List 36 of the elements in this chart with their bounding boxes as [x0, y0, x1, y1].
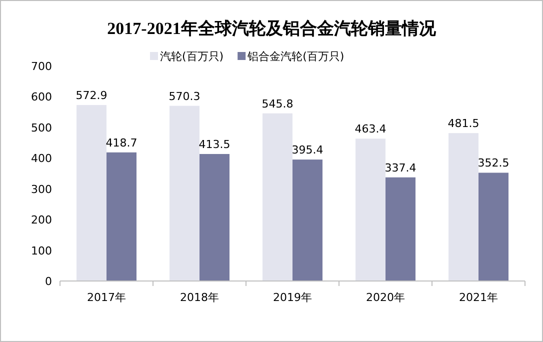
y-tick-label: 700: [31, 60, 52, 73]
data-label: 481.5: [448, 117, 480, 130]
bar: [356, 138, 386, 281]
y-tick-label: 200: [31, 214, 52, 227]
y-tick-label: 0: [45, 275, 52, 288]
data-label: 413.5: [198, 138, 230, 151]
data-label: 545.8: [262, 97, 294, 110]
bar: [200, 154, 230, 281]
y-tick-label: 400: [31, 152, 52, 166]
y-tick-label: 600: [31, 90, 52, 104]
bar: [478, 172, 508, 281]
data-label: 418.7: [106, 136, 138, 150]
x-tick-label: 2018年: [180, 291, 219, 304]
bar: [386, 177, 416, 281]
legend-label: 铝合金汽轮(百万只): [246, 50, 344, 63]
bar: [76, 105, 106, 281]
x-tick-label: 2020年: [366, 291, 405, 304]
data-label: 570.3: [168, 90, 200, 103]
y-tick-label: 100: [31, 244, 52, 258]
y-tick-label: 300: [31, 182, 52, 196]
x-tick-label: 2017年: [87, 291, 126, 304]
bar: [292, 160, 322, 281]
chart-title: 2017-2021年全球汽轮及铝合金汽轮销量情况: [107, 19, 437, 38]
bar: [262, 113, 292, 281]
legend-label: 汽轮(百万只): [160, 50, 224, 63]
data-label: 352.5: [478, 156, 510, 170]
data-label: 572.9: [76, 89, 108, 102]
x-tick-label: 2021年: [459, 291, 498, 304]
bar: [170, 106, 200, 281]
y-tick-label: 500: [31, 121, 52, 134]
x-tick-label: 2019年: [273, 291, 312, 304]
data-label: 337.4: [384, 161, 416, 174]
data-label: 395.4: [292, 144, 324, 157]
bar: [106, 152, 136, 281]
bar: [448, 133, 478, 281]
data-label: 463.4: [354, 122, 386, 136]
